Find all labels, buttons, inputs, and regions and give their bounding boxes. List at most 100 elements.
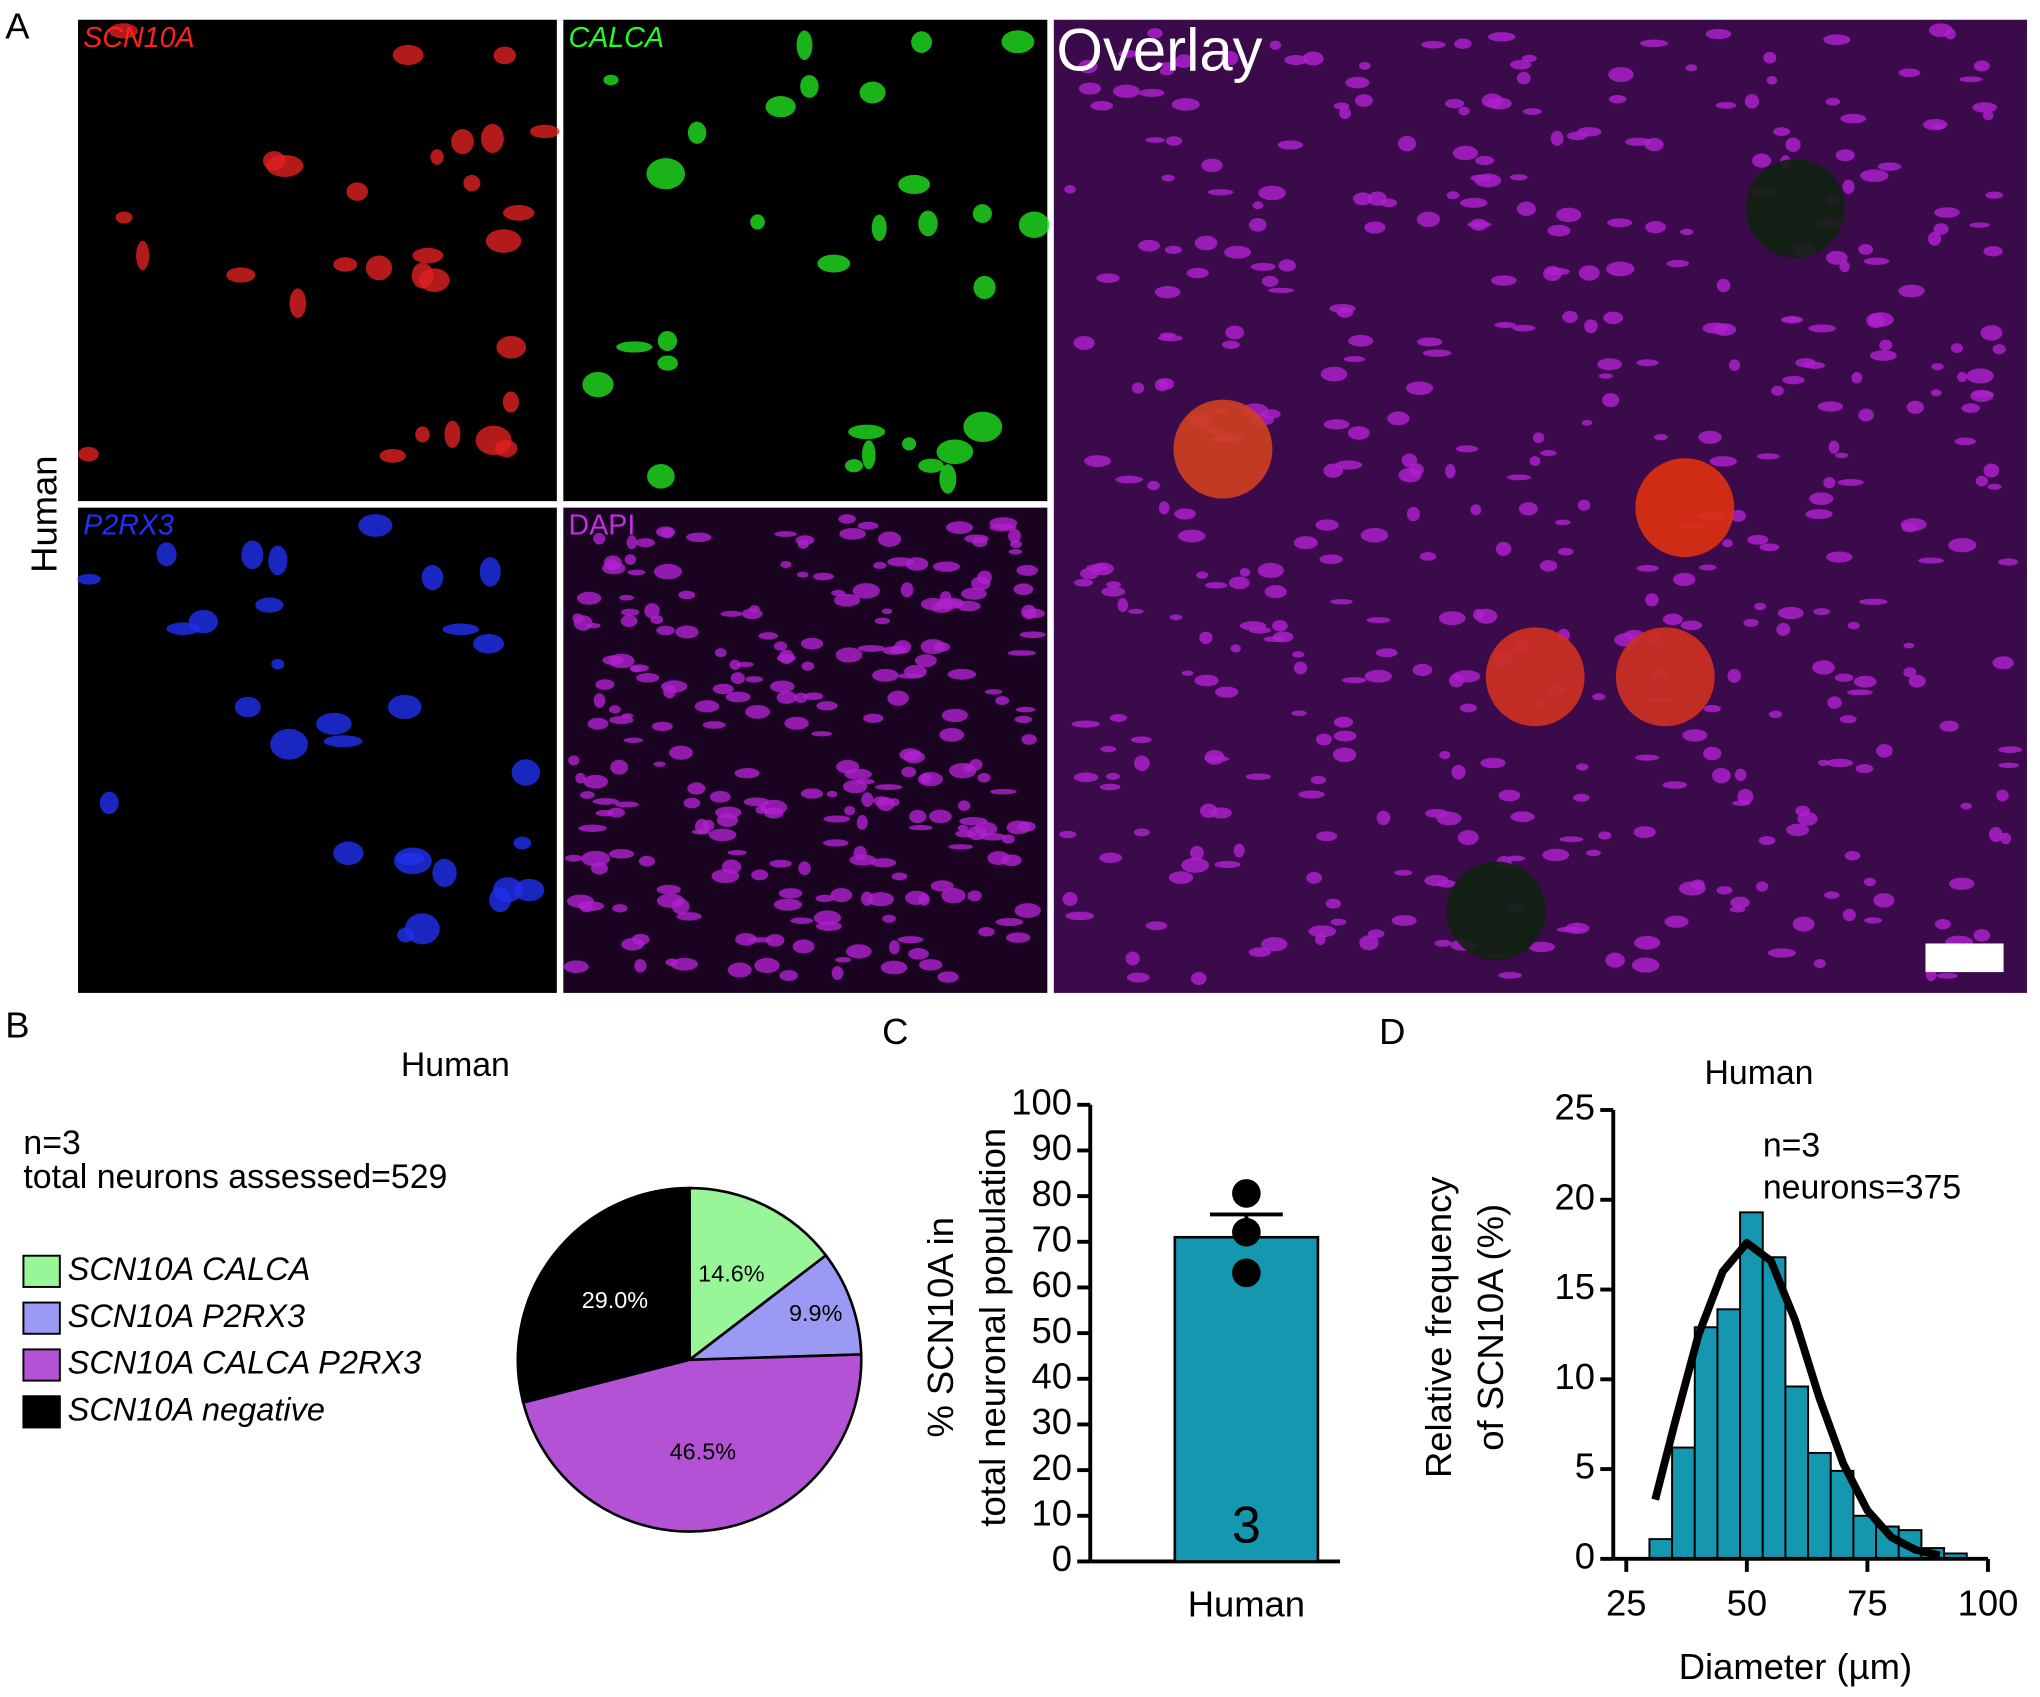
texture-blob <box>1154 286 1181 299</box>
y-tick-label: 90 <box>1032 1127 1073 1168</box>
texture-blob <box>1292 651 1305 658</box>
texture-blob <box>2000 832 2012 845</box>
texture-blob <box>1302 51 1324 66</box>
texture-blob <box>415 426 430 443</box>
texture-blob <box>1380 198 1398 208</box>
texture-blob <box>651 721 673 731</box>
texture-blob <box>1125 951 1140 966</box>
texture-blob <box>792 939 815 954</box>
texture-blob <box>823 839 849 847</box>
texture-blob <box>581 850 611 867</box>
texture-blob <box>745 705 771 719</box>
texture-blob <box>750 214 765 230</box>
texture-blob <box>947 668 977 680</box>
texture-blob <box>1956 371 1968 383</box>
texture-blob <box>620 608 640 616</box>
texture-blob <box>1792 916 1815 932</box>
y-tick-label: 5 <box>1575 1446 1595 1487</box>
texture-blob <box>1682 729 1708 742</box>
annotation: neurons=375 <box>1763 1168 1961 1206</box>
texture-blob <box>511 759 541 786</box>
texture-blob <box>1970 389 1994 402</box>
texture-blob <box>1013 583 1034 596</box>
texture-blob <box>1826 250 1848 265</box>
texture-blob <box>1001 30 1035 54</box>
texture-blob <box>1771 385 1784 396</box>
texture-blob <box>1939 720 1959 732</box>
texture-blob <box>1727 668 1741 683</box>
texture-blob <box>1972 102 1998 113</box>
texture-blob <box>77 573 101 585</box>
texture-blob <box>358 514 393 537</box>
dapi-image <box>563 507 1048 993</box>
panel-letter: D <box>1379 1011 1405 1052</box>
texture-blob <box>1401 453 1418 468</box>
histogram-bar <box>1784 1385 1810 1560</box>
texture-blob <box>1398 135 1417 152</box>
texture-blob <box>1863 257 1890 265</box>
texture-blob <box>995 696 1010 706</box>
texture-blob <box>970 576 991 591</box>
texture-blob <box>115 211 133 224</box>
x-axis-label: Diameter (µm) <box>1679 1646 1912 1687</box>
texture-blob <box>941 888 966 904</box>
texture-blob <box>234 696 261 718</box>
texture-blob <box>1840 113 1867 124</box>
texture-blob <box>1214 686 1239 698</box>
texture-blob <box>1364 221 1386 234</box>
texture-blob <box>1908 674 1926 688</box>
texture-blob <box>1065 911 1095 921</box>
texture-blob <box>831 966 844 981</box>
texture-blob <box>323 735 363 748</box>
texture-blob <box>1853 675 1877 688</box>
texture-blob <box>1866 313 1886 329</box>
texture-blob <box>1078 82 1102 95</box>
texture-blob <box>765 96 796 118</box>
texture-blob <box>1835 149 1855 162</box>
texture-blob <box>1987 483 2002 490</box>
texture-blob <box>800 74 819 98</box>
image-label: CALCA <box>569 22 664 54</box>
texture-blob <box>1277 140 1304 150</box>
texture-blob <box>1019 631 1046 639</box>
texture-blob <box>1715 101 1737 109</box>
texture-blob <box>769 859 792 868</box>
texture-blob <box>1598 831 1612 840</box>
texture-blob <box>817 254 851 273</box>
texture-blob <box>1581 419 1593 426</box>
histogram-bar <box>1716 1308 1742 1560</box>
texture-blob <box>1258 185 1287 201</box>
image-label: DAPI <box>569 510 636 542</box>
texture-blob <box>653 563 682 580</box>
texture-blob <box>1685 64 1698 72</box>
texture-blob <box>774 531 797 537</box>
texture-blob <box>1635 458 1735 558</box>
texture-blob <box>514 878 545 902</box>
texture-blob <box>939 728 965 742</box>
texture-blob <box>1809 492 1834 505</box>
texture-blob <box>1310 775 1327 785</box>
texture-blob <box>1918 557 1944 564</box>
texture-blob <box>1998 746 2023 754</box>
texture-blob <box>815 894 834 903</box>
texture-blob <box>563 960 589 974</box>
texture-blob <box>1347 426 1370 440</box>
texture-blob <box>1315 933 1326 945</box>
y-tick-label: 0 <box>1052 1538 1072 1579</box>
texture-blob <box>1988 826 2003 843</box>
texture-blob <box>860 891 874 906</box>
texture-blob <box>776 690 797 704</box>
texture-blob <box>136 240 150 271</box>
texture-blob <box>899 748 922 761</box>
texture-blob <box>773 898 803 911</box>
texture-blob <box>1298 790 1325 799</box>
texture-blob <box>1293 661 1308 675</box>
texture-blob <box>1521 54 1537 63</box>
texture-blob <box>687 782 706 795</box>
texture-blob <box>1168 871 1194 884</box>
texture-blob <box>1506 474 1532 481</box>
texture-blob <box>1842 179 1855 194</box>
texture-blob <box>1101 586 1126 597</box>
y-axis-label: total neuronal population <box>972 1128 1013 1527</box>
texture-blob <box>333 257 358 272</box>
